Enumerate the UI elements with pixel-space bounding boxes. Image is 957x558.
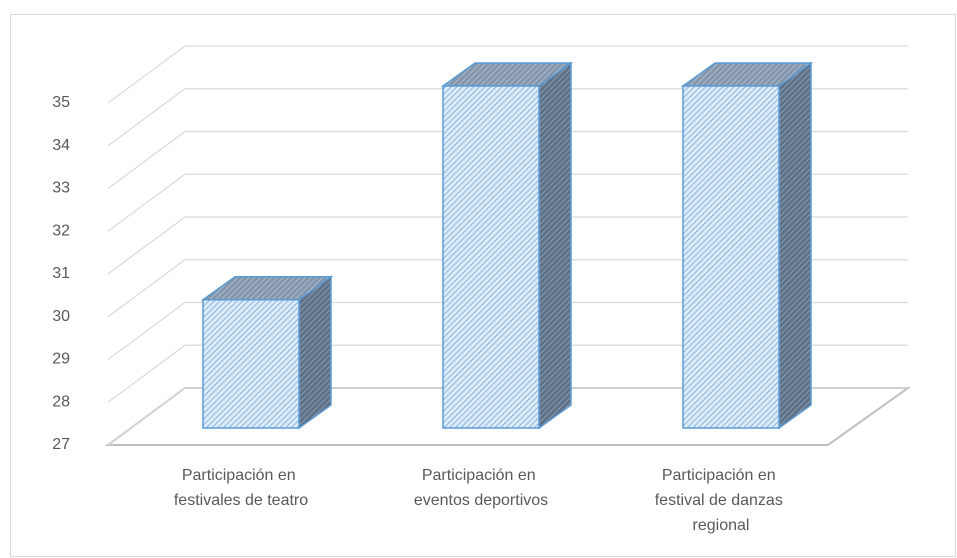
bar xyxy=(440,61,574,430)
bar-side xyxy=(298,275,332,430)
grid-line xyxy=(107,45,908,104)
chart-border xyxy=(10,14,956,557)
grid-line xyxy=(107,216,908,275)
grid-line xyxy=(107,344,908,403)
y-tick-label: 32 xyxy=(52,222,70,239)
y-tick-label: 31 xyxy=(52,265,70,282)
bar-front xyxy=(202,299,300,429)
y-tick-label: 33 xyxy=(52,180,70,197)
x-tick-label: Participación en festivales de teatro xyxy=(174,467,308,509)
bar xyxy=(200,275,334,430)
bar-front xyxy=(442,85,540,429)
y-tick-label: 34 xyxy=(52,137,70,154)
x-tick-label: Participación en eventos deportivos xyxy=(414,467,548,509)
bar-side xyxy=(778,61,812,430)
y-tick-label: 35 xyxy=(52,94,70,111)
y-tick-label: 29 xyxy=(52,351,70,368)
y-tick-label: 27 xyxy=(52,436,70,453)
bar-front xyxy=(682,85,780,429)
bar xyxy=(680,61,814,430)
grid-line xyxy=(107,130,908,189)
grid-line xyxy=(107,259,908,318)
bar-side xyxy=(538,61,572,430)
grid-line xyxy=(107,88,908,147)
x-tick-label: Participación en festival de danzas regi… xyxy=(655,467,788,534)
y-tick-label: 28 xyxy=(52,393,70,410)
y-tick-label: 30 xyxy=(52,308,70,325)
grid-line xyxy=(107,387,908,446)
grid-line xyxy=(107,301,908,360)
grid-line xyxy=(107,173,908,232)
